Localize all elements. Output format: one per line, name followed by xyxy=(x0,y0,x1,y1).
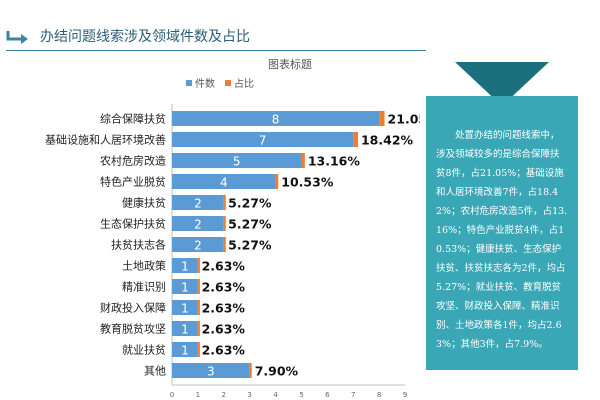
bar-percent xyxy=(379,111,385,126)
x-tick-label: 5 xyxy=(299,391,303,399)
x-tick-label: 3 xyxy=(247,391,251,399)
legend-swatch-percent xyxy=(225,79,231,86)
chart-legend: 件数 占比 xyxy=(186,75,254,90)
section-header: 办结问题线索涉及领域件数及占比 xyxy=(6,24,250,48)
arrow-icon xyxy=(6,29,32,44)
legend-item-count: 件数 xyxy=(186,75,215,90)
bar-count xyxy=(172,111,380,126)
category-label: 教育脱贫攻坚 xyxy=(100,322,166,336)
bar-count xyxy=(172,279,198,294)
bar-percent xyxy=(197,300,200,315)
bar-percent xyxy=(197,342,200,357)
percent-data-label: 2.63% xyxy=(202,343,246,358)
count-data-label: 7 xyxy=(259,134,267,148)
percent-data-label: 18.42% xyxy=(361,133,414,148)
percent-data-label: 7.90% xyxy=(255,364,299,379)
x-tick-label: 8 xyxy=(377,391,381,399)
count-data-label: 5 xyxy=(233,155,241,169)
bar-percent xyxy=(223,216,226,231)
summary-text: 处置办结的问题线索中，涉及领域较多的是综合保障扶贫8件，占21.05%；基础设施… xyxy=(436,130,568,350)
count-data-label: 2 xyxy=(194,218,202,232)
category-label: 基础设施和人居环境改善 xyxy=(45,133,166,147)
x-tick-label: 9 xyxy=(403,391,407,399)
bar-chart: 0123456789综合保障扶贫821.05%基础设施和人居环境改善718.42… xyxy=(45,104,420,399)
bar-count xyxy=(172,195,224,210)
bar-percent xyxy=(197,258,200,273)
bar-percent xyxy=(353,132,358,147)
bar-count xyxy=(172,237,224,252)
x-tick-label: 7 xyxy=(351,391,355,399)
percent-data-label: 2.63% xyxy=(202,259,246,274)
percent-data-label: 13.16% xyxy=(308,154,361,169)
category-label: 扶贫扶志各 xyxy=(111,238,166,252)
bar-count xyxy=(172,321,198,336)
count-data-label: 4 xyxy=(220,176,228,190)
count-data-label: 2 xyxy=(194,197,202,211)
category-label: 特色产业脱贫 xyxy=(100,175,166,189)
bar-count xyxy=(172,174,276,189)
category-label: 精准识别 xyxy=(122,281,166,294)
x-tick-label: 1 xyxy=(196,391,200,399)
bar-percent xyxy=(301,153,305,168)
percent-data-label: 21.05% xyxy=(388,112,420,127)
category-label: 土地政策 xyxy=(122,259,166,273)
category-label: 其他 xyxy=(144,365,166,378)
percent-data-label: 2.63% xyxy=(202,301,246,316)
bar-count xyxy=(172,216,224,231)
count-data-label: 1 xyxy=(181,344,189,358)
count-data-label: 1 xyxy=(181,260,189,274)
bar-percent xyxy=(275,174,279,189)
legend-label-percent: 占比 xyxy=(234,79,254,90)
bar-count xyxy=(172,153,302,168)
bar-count xyxy=(172,132,354,147)
percent-data-label: 5.27% xyxy=(228,238,272,253)
x-tick-label: 6 xyxy=(325,391,330,399)
legend-label-count: 件数 xyxy=(195,79,215,90)
count-data-label: 2 xyxy=(194,239,202,253)
count-data-label: 1 xyxy=(181,281,189,295)
bar-percent xyxy=(223,237,226,252)
bar-count xyxy=(172,300,198,315)
bar-percent xyxy=(197,321,200,336)
category-label: 就业扶贫 xyxy=(122,343,166,357)
count-data-label: 8 xyxy=(272,113,280,127)
count-data-label: 1 xyxy=(181,323,189,337)
category-label: 生态保护扶贫 xyxy=(100,217,166,231)
count-data-label: 3 xyxy=(207,365,215,379)
percent-data-label: 10.53% xyxy=(281,175,334,190)
category-label: 农村危房改造 xyxy=(100,154,166,168)
bar-percent xyxy=(197,279,200,294)
legend-item-percent: 占比 xyxy=(225,75,254,90)
percent-data-label: 2.63% xyxy=(202,280,246,295)
category-label: 健康扶贫 xyxy=(122,196,166,210)
x-tick-label: 0 xyxy=(170,391,174,399)
percent-data-label: 2.63% xyxy=(202,322,246,337)
count-data-label: 1 xyxy=(181,302,189,316)
category-label: 综合保障扶贫 xyxy=(100,112,166,126)
category-label: 财政投入保障 xyxy=(100,301,166,315)
chart-title: 图表标题 xyxy=(268,58,312,71)
bar-percent xyxy=(223,195,226,210)
percent-data-label: 5.27% xyxy=(228,217,272,232)
x-tick-label: 2 xyxy=(222,391,226,399)
bar-count xyxy=(172,342,198,357)
page-title: 办结问题线索涉及领域件数及占比 xyxy=(40,29,250,45)
bar-percent xyxy=(249,363,252,378)
bar-count xyxy=(172,363,250,378)
percent-data-label: 5.27% xyxy=(228,196,272,211)
legend-swatch-count xyxy=(186,79,192,86)
bar-count xyxy=(172,258,198,273)
x-tick-label: 4 xyxy=(273,391,278,399)
summary-panel: 处置办结的问题线索中，涉及领域较多的是综合保障扶贫8件，占21.05%；基础设施… xyxy=(426,96,578,370)
header-divider xyxy=(6,50,426,51)
